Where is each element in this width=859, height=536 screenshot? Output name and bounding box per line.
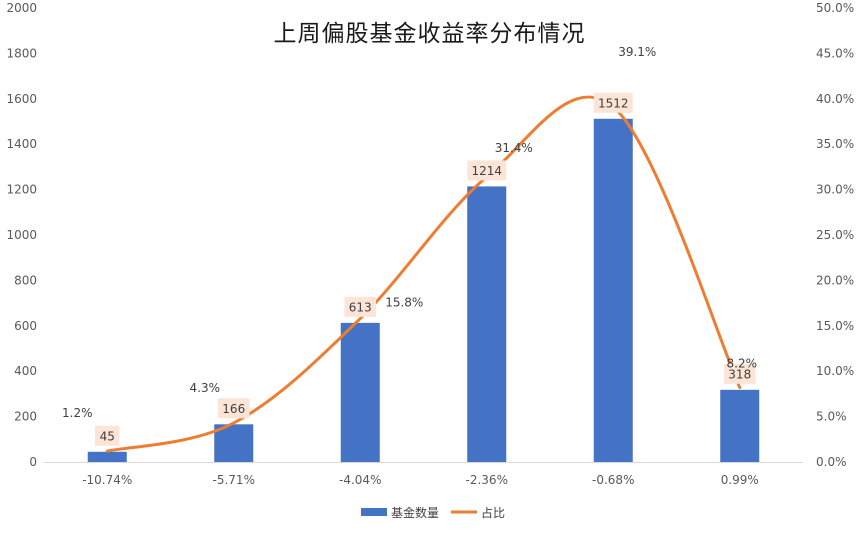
line-data-label: 4.3% xyxy=(190,381,221,395)
bar-data-label: 613 xyxy=(349,300,372,314)
y-right-tick-label: 35.0% xyxy=(816,137,854,151)
bar xyxy=(340,322,380,462)
legend-line-label: 占比 xyxy=(481,505,505,520)
y-left-tick-label: 1800 xyxy=(6,46,37,60)
y-left-tick-label: 1200 xyxy=(6,183,37,197)
line-data-label: 39.1% xyxy=(618,45,656,59)
line-data-label: 8.2% xyxy=(727,357,758,371)
y-right-tick-label: 30.0% xyxy=(816,183,854,197)
y-right-tick-label: 25.0% xyxy=(816,228,854,242)
y-left-tick-label: 0 xyxy=(29,455,37,469)
x-tick-label: -2.36% xyxy=(466,473,508,487)
y-right-tick-label: 50.0% xyxy=(816,1,854,15)
y-right-tick-label: 40.0% xyxy=(816,92,854,106)
chart-title: 上周偏股基金收益率分布情况 xyxy=(273,21,586,47)
x-tick-label: 0.99% xyxy=(721,473,759,487)
y-left-tick-label: 2000 xyxy=(6,1,37,15)
line-data-label: 1.2% xyxy=(62,406,93,420)
y-left-tick-label: 400 xyxy=(14,364,37,378)
y-left-tick-label: 200 xyxy=(14,410,37,424)
legend-bar-swatch xyxy=(361,508,387,516)
y-left-tick-label: 800 xyxy=(14,273,37,287)
series-line xyxy=(105,95,742,453)
bar xyxy=(87,451,127,462)
y-left-tick-label: 1400 xyxy=(6,137,37,151)
y-right-tick-label: 20.0% xyxy=(816,273,854,287)
bar xyxy=(467,186,507,462)
x-tick-label: -5.71% xyxy=(213,473,255,487)
y-left-tick-label: 1600 xyxy=(6,92,37,106)
bar-data-label-box xyxy=(344,296,377,317)
y-right-tick-label: 15.0% xyxy=(816,319,854,333)
bar xyxy=(214,424,254,462)
bar-data-label: 1512 xyxy=(598,96,629,110)
bar-data-label: 45 xyxy=(100,429,115,443)
bar-data-label-box xyxy=(467,160,507,181)
y-right-tick-label: 45.0% xyxy=(816,46,854,60)
bar-data-label-box xyxy=(593,92,633,113)
y-right-tick-label: 0.0% xyxy=(816,455,847,469)
bar-data-label: 166 xyxy=(222,402,245,416)
bar-data-label-box xyxy=(95,425,120,446)
y-right-tick-label: 10.0% xyxy=(816,364,854,378)
y-left-tick-label: 1000 xyxy=(6,228,37,242)
x-tick-label: -4.04% xyxy=(339,473,381,487)
bar-data-label-box xyxy=(217,398,250,419)
x-tick-label: -10.74% xyxy=(82,473,132,487)
bar-data-label: 318 xyxy=(728,367,751,381)
x-tick-label: -0.68% xyxy=(592,473,634,487)
bar-data-label: 1214 xyxy=(471,164,502,178)
line-data-label: 15.8% xyxy=(385,296,423,310)
line-data-label: 31.4% xyxy=(495,141,533,155)
bar xyxy=(593,118,633,462)
bar xyxy=(720,389,760,462)
y-right-tick-label: 5.0% xyxy=(816,410,847,424)
y-left-tick-label: 600 xyxy=(14,319,37,333)
bar-data-label-box xyxy=(723,363,756,384)
legend-bar-label: 基金数量 xyxy=(391,505,439,520)
